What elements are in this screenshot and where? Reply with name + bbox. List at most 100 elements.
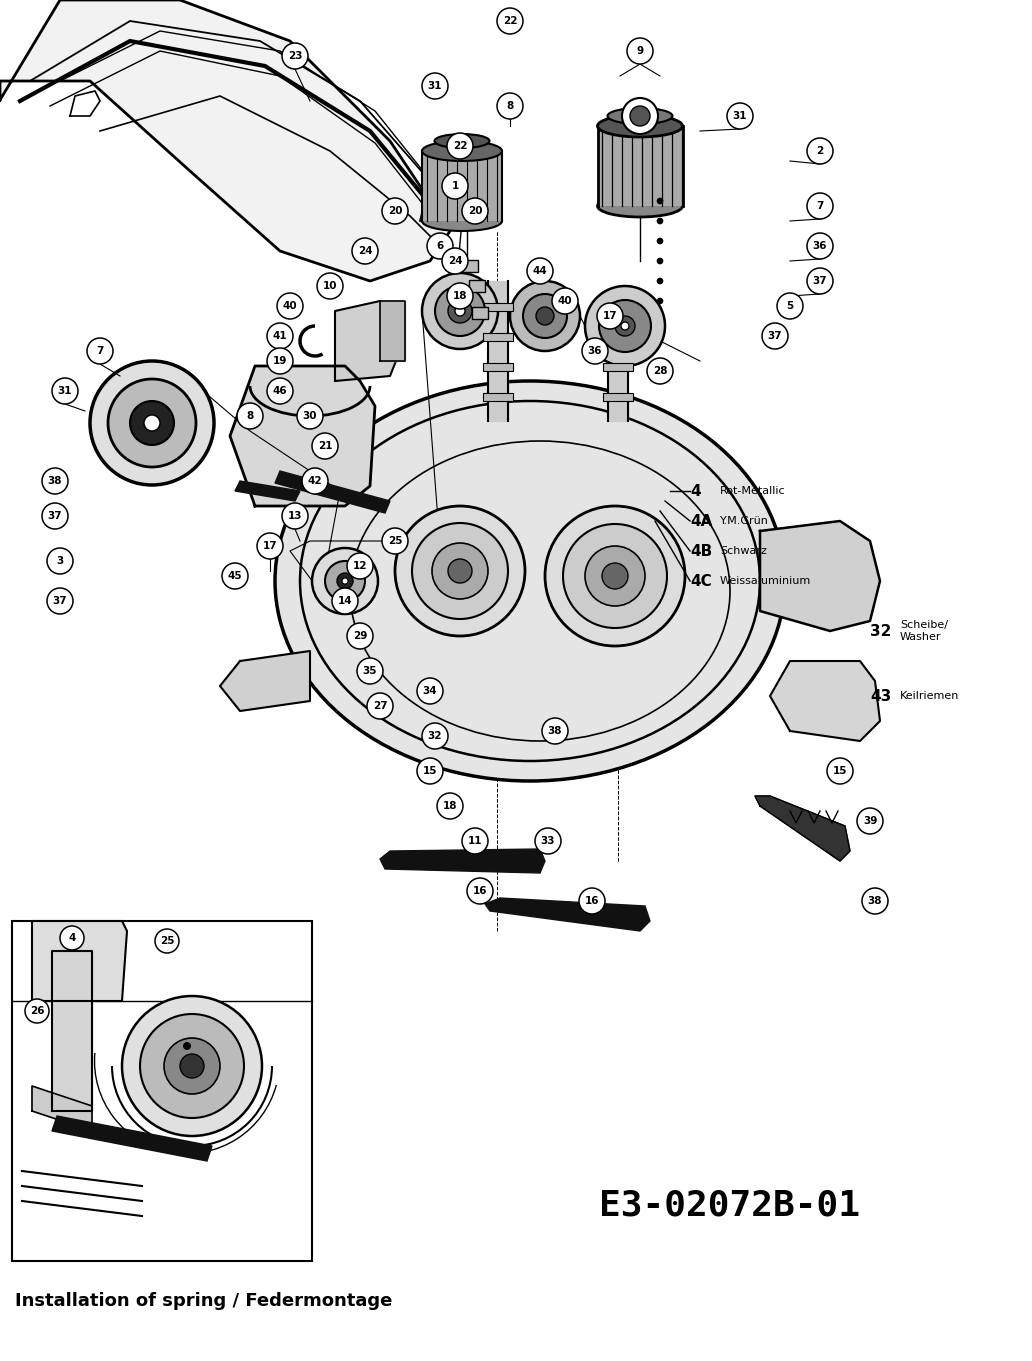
Polygon shape [608, 291, 628, 421]
Text: 15: 15 [423, 766, 438, 776]
Circle shape [52, 378, 78, 404]
Circle shape [535, 827, 561, 853]
Text: 44: 44 [533, 265, 547, 276]
Ellipse shape [598, 114, 682, 137]
Circle shape [497, 8, 523, 34]
Bar [483, 304, 513, 312]
Text: Rot-Metallic: Rot-Metallic [720, 486, 785, 495]
Circle shape [412, 523, 508, 619]
Text: 8: 8 [247, 411, 254, 421]
Circle shape [332, 588, 358, 614]
Bar [12, 921, 312, 1262]
Circle shape [762, 323, 788, 348]
Circle shape [47, 588, 73, 614]
Circle shape [347, 553, 373, 578]
Bar [469, 280, 485, 293]
Text: 1: 1 [451, 181, 458, 191]
Circle shape [777, 293, 803, 318]
Polygon shape [52, 951, 92, 1111]
Text: 36: 36 [813, 241, 828, 250]
Text: 34: 34 [423, 686, 438, 695]
Text: 37: 37 [47, 510, 62, 521]
Polygon shape [485, 898, 650, 931]
Circle shape [657, 259, 663, 264]
Circle shape [47, 548, 73, 574]
Circle shape [312, 433, 338, 459]
Circle shape [455, 306, 465, 316]
Text: 13: 13 [288, 510, 302, 521]
Text: 31: 31 [733, 112, 747, 121]
Circle shape [585, 286, 665, 366]
Text: 45: 45 [228, 572, 243, 581]
Circle shape [257, 534, 283, 559]
Text: 25: 25 [160, 936, 174, 946]
Circle shape [657, 298, 663, 304]
Polygon shape [755, 796, 850, 862]
Text: 38: 38 [47, 476, 62, 486]
Circle shape [42, 504, 68, 529]
Text: 31: 31 [427, 82, 443, 91]
Text: 17: 17 [603, 312, 617, 321]
Text: 16: 16 [473, 886, 487, 896]
Text: 25: 25 [388, 536, 402, 546]
Text: 17: 17 [263, 542, 278, 551]
Circle shape [25, 999, 49, 1023]
Text: 19: 19 [272, 357, 287, 366]
Circle shape [627, 38, 653, 64]
Bar [603, 333, 633, 342]
Bar [422, 151, 502, 220]
Text: 24: 24 [448, 256, 462, 265]
Polygon shape [235, 480, 300, 501]
Text: 4C: 4C [690, 573, 712, 588]
Circle shape [552, 289, 578, 314]
Circle shape [267, 348, 293, 374]
Circle shape [467, 878, 493, 904]
Text: 40: 40 [283, 301, 297, 312]
Text: Schwarz: Schwarz [720, 546, 767, 557]
Bar [483, 393, 513, 401]
Circle shape [602, 563, 628, 589]
Circle shape [462, 827, 488, 853]
Circle shape [130, 401, 174, 445]
Text: 42: 42 [308, 476, 322, 486]
Circle shape [579, 887, 605, 915]
Circle shape [657, 218, 663, 225]
Circle shape [657, 238, 663, 244]
Bar [462, 260, 478, 272]
Text: 6: 6 [437, 241, 444, 250]
Circle shape [382, 528, 408, 554]
Circle shape [417, 678, 443, 704]
Circle shape [60, 925, 84, 950]
Text: 8: 8 [507, 101, 514, 112]
Text: 37: 37 [53, 596, 67, 606]
Circle shape [352, 238, 378, 264]
Circle shape [427, 233, 453, 259]
Polygon shape [275, 471, 390, 513]
Text: Scheibe/
Washer: Scheibe/ Washer [900, 621, 948, 642]
Text: 26: 26 [30, 1006, 44, 1017]
Circle shape [222, 563, 248, 589]
Circle shape [536, 308, 554, 325]
Polygon shape [335, 301, 400, 381]
Text: E3-02072B-01: E3-02072B-01 [600, 1190, 861, 1224]
Circle shape [267, 323, 293, 348]
Ellipse shape [275, 381, 785, 781]
Polygon shape [220, 651, 310, 710]
Circle shape [807, 193, 833, 219]
Circle shape [277, 293, 303, 318]
Text: 37: 37 [768, 331, 782, 342]
Bar [598, 127, 683, 206]
Circle shape [422, 274, 498, 348]
Polygon shape [488, 280, 508, 421]
Circle shape [183, 1043, 191, 1049]
Circle shape [857, 808, 883, 834]
Text: 15: 15 [833, 766, 847, 776]
Text: 16: 16 [585, 896, 600, 906]
Circle shape [395, 506, 525, 636]
Circle shape [807, 233, 833, 259]
Circle shape [337, 573, 353, 589]
Text: 4: 4 [690, 483, 701, 498]
Circle shape [585, 546, 645, 606]
Polygon shape [380, 849, 545, 872]
Circle shape [180, 1053, 204, 1078]
